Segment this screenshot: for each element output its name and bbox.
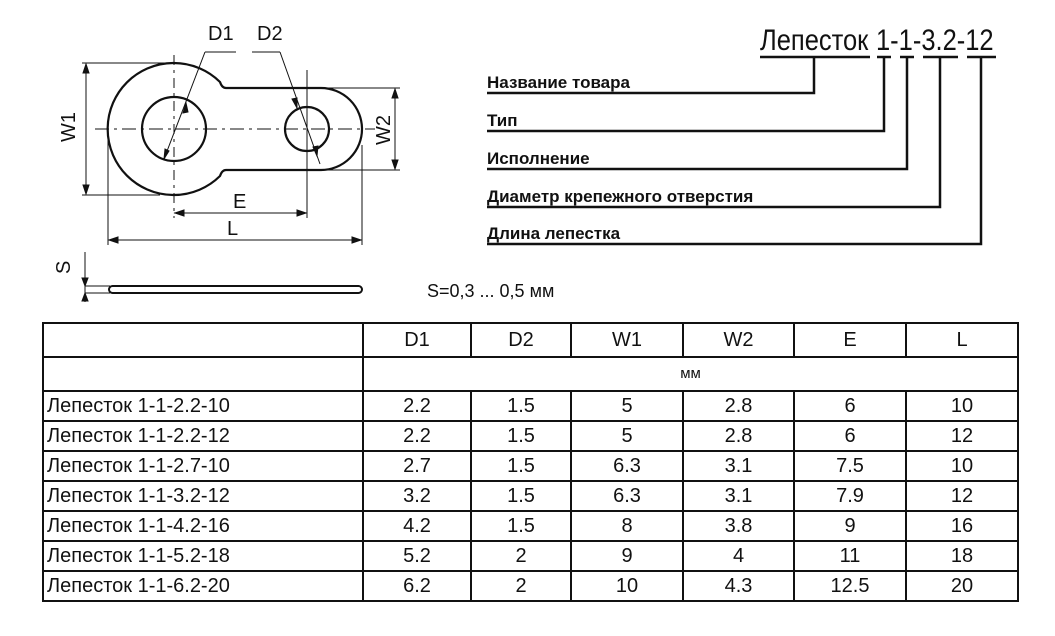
value-cell: 18: [905, 540, 1019, 572]
value-cell: 1.5: [470, 450, 572, 482]
designation-title: Лепесток 1-1-3.2-12: [760, 23, 994, 56]
label-s: S: [53, 261, 75, 274]
product-name-cell: Лепесток 1-1-2.2-12: [42, 420, 364, 452]
value-cell: 3.2: [362, 480, 472, 512]
value-cell: 3.1: [682, 480, 795, 512]
label-d2: D2: [257, 23, 283, 45]
value-cell: 5: [570, 390, 684, 422]
column-header: D2: [470, 322, 572, 358]
value-cell: 9: [570, 540, 684, 572]
value-cell: 3.1: [682, 450, 795, 482]
value-cell: 10: [570, 570, 684, 602]
column-header: E: [793, 322, 907, 358]
value-cell: 1.5: [470, 480, 572, 512]
part-label: Тип: [487, 111, 517, 130]
table-header-row: D1 D2 W1 W2 E L: [42, 322, 1019, 358]
table-row: Лепесток 1-1-3.2-12 3.2 1.5 6.3 3.1 7.9 12: [42, 480, 1019, 512]
value-cell: 1.5: [470, 420, 572, 452]
product-name-cell: Лепесток 1-1-4.2-16: [42, 510, 364, 542]
value-cell: 20: [905, 570, 1019, 602]
dimensions-table: D1 D2 W1 W2 E L мм Лепесток 1-1-2.2-10 2.…: [42, 322, 1019, 602]
petal-top-view: [95, 55, 375, 218]
value-cell: 2.2: [362, 420, 472, 452]
value-cell: 10: [905, 390, 1019, 422]
unit-label: мм: [362, 356, 1019, 392]
part-label: Диаметр крепежного отверстия: [487, 187, 753, 206]
column-header: D1: [362, 322, 472, 358]
product-name-cell: Лепесток 1-1-5.2-18: [42, 540, 364, 572]
value-cell: 12: [905, 420, 1019, 452]
designation-title-code: 1-1-3.2-12: [876, 23, 994, 56]
value-cell: 9: [793, 510, 907, 542]
column-header: W1: [570, 322, 684, 358]
label-e: E: [233, 191, 246, 213]
value-cell: 12.5: [793, 570, 907, 602]
value-cell: 4.2: [362, 510, 472, 542]
value-cell: 1.5: [470, 390, 572, 422]
value-cell: 6.3: [570, 450, 684, 482]
unit-row: мм: [42, 356, 1019, 392]
table-row: Лепесток 1-1-6.2-20 6.2 2 10 4.3 12.5 20: [42, 570, 1019, 602]
designation-title-name: Лепесток: [760, 23, 869, 56]
column-header: L: [905, 322, 1019, 358]
petal-side-view: [108, 285, 363, 294]
value-cell: 6.3: [570, 480, 684, 512]
designation-scheme: Лепесток 1-1-3.2-12 Название товара Тип И…: [487, 23, 996, 246]
value-cell: 4.3: [682, 570, 795, 602]
value-cell: 6.2: [362, 570, 472, 602]
value-cell: 7.5: [793, 450, 907, 482]
label-d1: D1: [208, 23, 234, 45]
value-cell: 12: [905, 480, 1019, 512]
value-cell: 5: [570, 420, 684, 452]
value-cell: 6: [793, 420, 907, 452]
value-cell: 2.8: [682, 420, 795, 452]
value-cell: 1.5: [470, 510, 572, 542]
label-l: L: [227, 218, 238, 240]
thickness-note: S=0,3 ... 0,5 мм: [427, 281, 554, 301]
value-cell: 5.2: [362, 540, 472, 572]
column-header: [42, 322, 364, 358]
product-name-cell: Лепесток 1-1-2.2-10: [42, 390, 364, 422]
table-row: Лепесток 1-1-5.2-18 5.2 2 9 4 11 18: [42, 540, 1019, 572]
product-name-cell: Лепесток 1-1-2.7-10: [42, 450, 364, 482]
value-cell: 2: [470, 570, 572, 602]
value-cell: 2.7: [362, 450, 472, 482]
table-row: Лепесток 1-1-4.2-16 4.2 1.5 8 3.8 9 16: [42, 510, 1019, 542]
table-row: Лепесток 1-1-2.2-12 2.2 1.5 5 2.8 6 12: [42, 420, 1019, 452]
product-name-cell: Лепесток 1-1-6.2-20: [42, 570, 364, 602]
value-cell: 2: [470, 540, 572, 572]
dimension-lines: [81, 51, 400, 302]
value-cell: 8: [570, 510, 684, 542]
technical-drawing: D1 D2 E L W1 W2 S S=0,3 ... 0,5 мм Лепес…: [53, 23, 996, 302]
value-cell: 11: [793, 540, 907, 572]
table-row: Лепесток 1-1-2.2-10 2.2 1.5 5 2.8 6 10: [42, 390, 1019, 422]
value-cell: 7.9: [793, 480, 907, 512]
value-cell: 2.2: [362, 390, 472, 422]
part-label: Название товара: [487, 73, 631, 92]
product-name-cell: Лепесток 1-1-3.2-12: [42, 480, 364, 512]
label-w1: W1: [58, 112, 80, 142]
value-cell: 3.8: [682, 510, 795, 542]
value-cell: 10: [905, 450, 1019, 482]
value-cell: 4: [682, 540, 795, 572]
table-row: Лепесток 1-1-2.7-10 2.7 1.5 6.3 3.1 7.5 10: [42, 450, 1019, 482]
column-header: W2: [682, 322, 795, 358]
label-w2: W2: [373, 115, 395, 145]
value-cell: 2.8: [682, 390, 795, 422]
value-cell: 6: [793, 390, 907, 422]
part-label: Длина лепестка: [487, 224, 621, 243]
part-label: Исполнение: [487, 149, 590, 168]
value-cell: 16: [905, 510, 1019, 542]
